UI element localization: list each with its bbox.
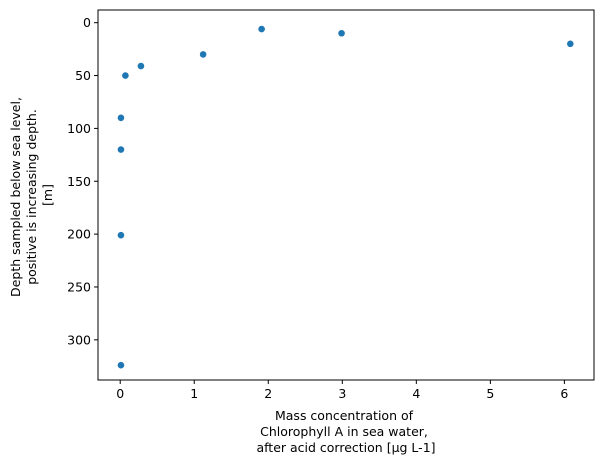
data-point bbox=[338, 29, 345, 37]
y-tick-label: 0 bbox=[83, 15, 91, 30]
y-tick-label: 50 bbox=[75, 68, 91, 83]
y-tick-label: 250 bbox=[67, 279, 91, 294]
data-point bbox=[567, 40, 574, 48]
data-point bbox=[137, 62, 145, 70]
data-point bbox=[117, 146, 125, 153]
data-point bbox=[258, 25, 265, 33]
x-axis: 0 1 2 3 4 5 6 bbox=[116, 380, 568, 401]
data-point bbox=[122, 72, 129, 79]
x-tick-label: 0 bbox=[116, 386, 124, 401]
x-tick-label: 5 bbox=[486, 386, 494, 401]
plot-area bbox=[97, 9, 595, 381]
y-axis-label-line-2: positive is increasing depth. bbox=[24, 109, 39, 285]
x-axis-label: Mass concentration of Chlorophyll A in s… bbox=[256, 408, 435, 455]
y-axis-label-line-1: Depth sampled below sea level, bbox=[8, 97, 23, 297]
x-tick-label: 1 bbox=[190, 386, 198, 401]
y-axis-label-line-3: [m] bbox=[40, 184, 55, 206]
data-point bbox=[117, 231, 125, 239]
x-axis-label-line-2: Chlorophyll A in sea water, bbox=[260, 424, 428, 439]
data-points bbox=[117, 25, 574, 369]
x-axis-label-line-1: Mass concentration of bbox=[275, 408, 414, 423]
y-axis: 0 50 100 150 200 250 300 bbox=[67, 15, 98, 347]
y-tick-label: 300 bbox=[67, 332, 91, 347]
data-point bbox=[117, 361, 125, 369]
x-tick-label: 4 bbox=[412, 386, 420, 401]
y-tick-label: 150 bbox=[67, 174, 91, 189]
y-axis-label: Depth sampled below sea level, positive … bbox=[8, 93, 55, 297]
data-point bbox=[199, 51, 207, 58]
x-tick-label: 2 bbox=[264, 386, 272, 401]
y-tick-label: 200 bbox=[67, 227, 91, 242]
x-tick-label: 3 bbox=[338, 386, 346, 401]
x-tick-label: 6 bbox=[560, 386, 568, 401]
x-axis-label-line-3: after acid correction [µg L-1] bbox=[256, 440, 435, 455]
data-point bbox=[117, 114, 125, 122]
y-tick-label: 100 bbox=[67, 121, 91, 136]
